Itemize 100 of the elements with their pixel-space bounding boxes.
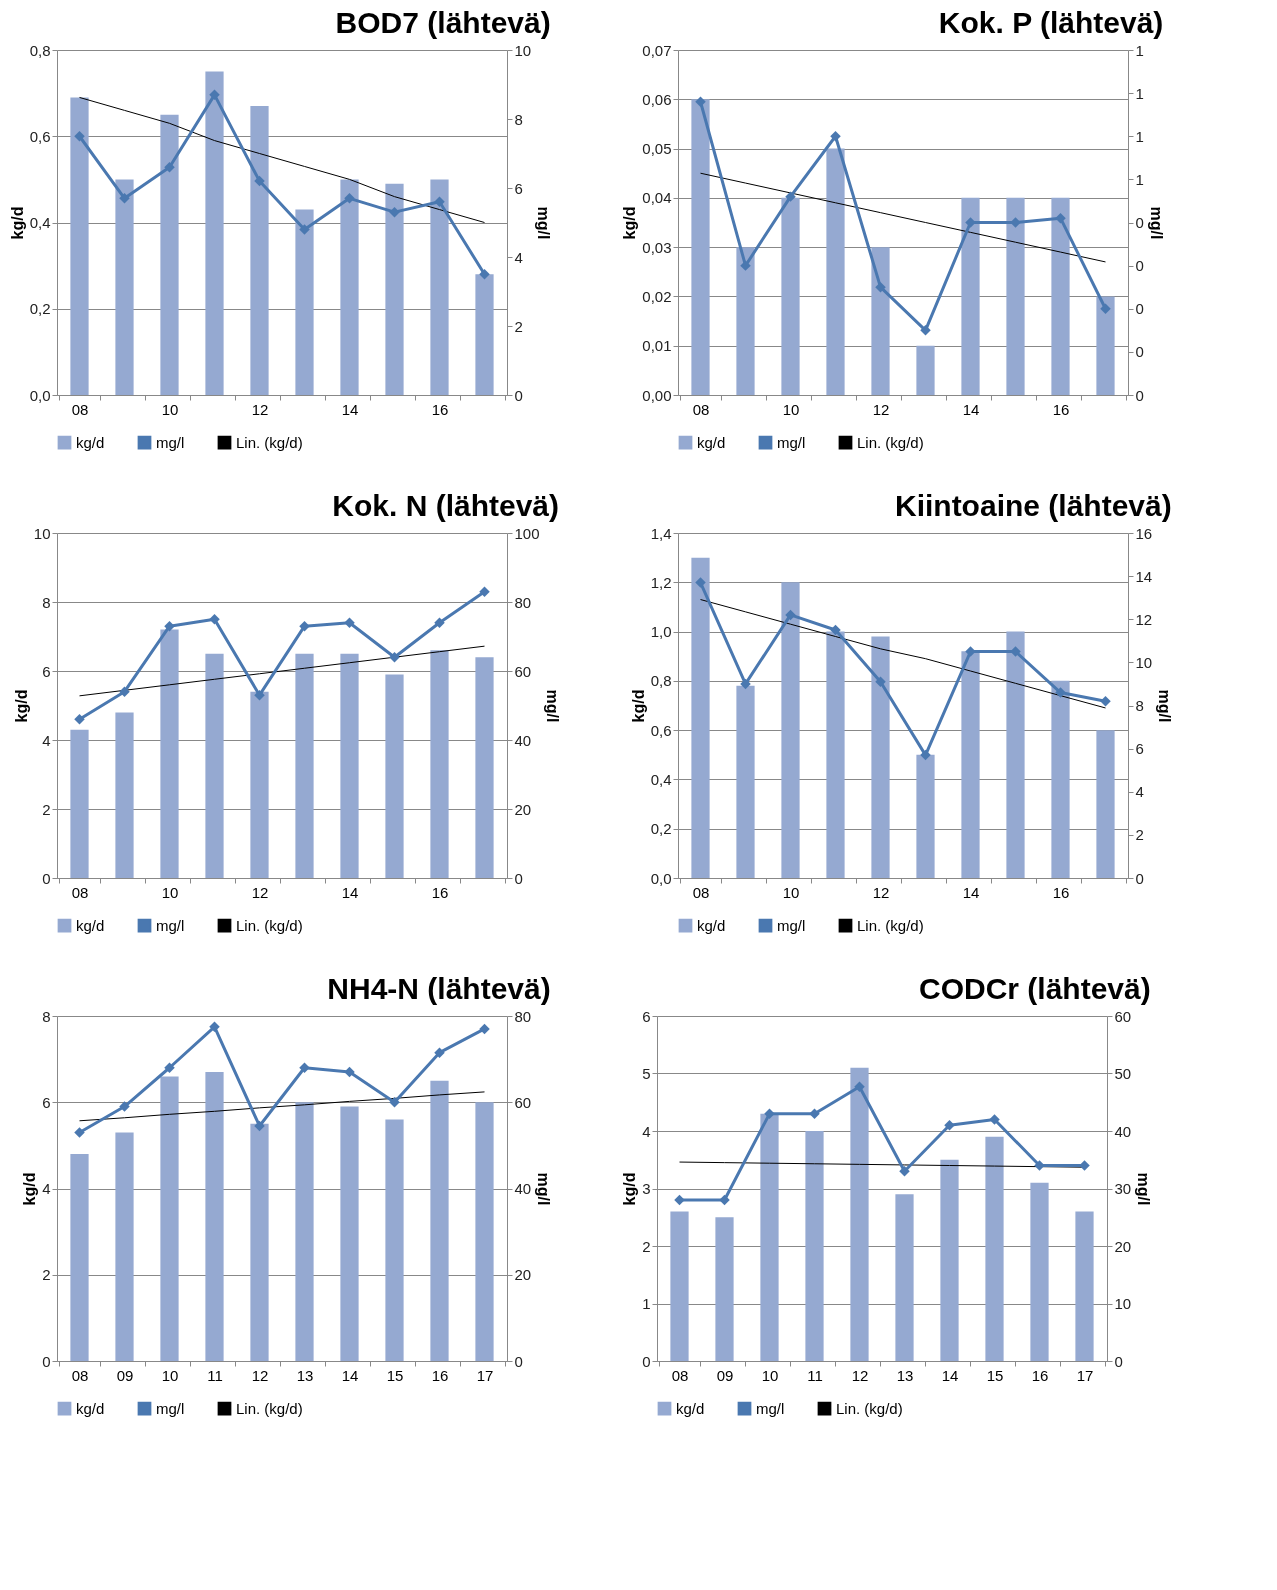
y-tick-label: 0,0 (650, 869, 672, 887)
x-tick-label: 11 (807, 1366, 823, 1384)
point (965, 646, 976, 657)
y-tick-label: 6 (642, 1007, 651, 1025)
point (875, 676, 886, 688)
point (74, 131, 85, 142)
y2-tick-label: 1 (1135, 41, 1144, 59)
y2-tick-label: 100 (514, 524, 540, 542)
y-axis-title: kg/d (629, 689, 647, 723)
bar (295, 653, 314, 878)
point (479, 269, 490, 280)
y2-tick-label: 6 (514, 179, 523, 197)
legend-label: mg/l (756, 1399, 785, 1417)
y2-tick-label: 4 (1135, 783, 1144, 801)
bar (160, 114, 179, 395)
bar (961, 197, 980, 395)
x-tick-label: 08 (71, 1366, 89, 1384)
point (389, 651, 400, 663)
point (920, 749, 931, 761)
x-tick-label: 10 (161, 883, 179, 901)
chart-title: Kok. P (lähtevä) (938, 6, 1164, 39)
y2-tick-label: 60 (514, 662, 532, 680)
point (299, 1062, 310, 1073)
point (740, 260, 751, 271)
y-tick-label: 0,03 (642, 238, 672, 256)
y-tick-label: 0,07 (642, 41, 672, 59)
point (740, 678, 751, 690)
y2-tick-label: 80 (514, 593, 532, 611)
point (830, 624, 841, 636)
point (299, 620, 310, 632)
point (434, 617, 445, 628)
point (344, 193, 355, 204)
y2-tick-label: 40 (514, 731, 532, 749)
legend-label: mg/l (777, 916, 806, 934)
y2-tick-label: 1 (1135, 127, 1144, 145)
x-tick-label: 15 (386, 1366, 404, 1384)
y-tick-label: 3 (642, 1180, 651, 1197)
point (209, 89, 220, 101)
bar (916, 754, 935, 878)
legend-label: kg/d (697, 916, 726, 934)
bar (1006, 631, 1025, 878)
point (920, 325, 931, 336)
y2-axis-title: mg/l (535, 1172, 553, 1206)
point (1100, 303, 1111, 314)
y-tick-label: 0 (42, 1352, 51, 1370)
point (164, 620, 175, 632)
y2-tick-label: 2 (1135, 826, 1144, 844)
point (479, 586, 490, 597)
bar (895, 1194, 914, 1361)
y-tick-label: 1 (642, 1295, 651, 1312)
y-tick-label: 2 (42, 1266, 51, 1284)
point (254, 175, 265, 187)
bar (430, 650, 449, 878)
point (989, 1114, 1000, 1125)
chart-title: NH4-N (lähtevä) (327, 972, 551, 1005)
y2-axis-title: mg/l (1147, 206, 1165, 240)
point (1055, 212, 1066, 224)
chart-title: Kiintoaine (lähtevä) (894, 489, 1172, 522)
bar (760, 1113, 779, 1361)
bar (715, 1217, 734, 1361)
bar (736, 685, 755, 878)
y2-tick-label: 0 (1135, 257, 1144, 275)
point (695, 96, 706, 107)
x-tick-label: 16 (431, 400, 449, 418)
x-tick-label: 08 (692, 400, 710, 418)
bar (1096, 730, 1115, 878)
point (899, 1166, 910, 1177)
y-tick-label: 4 (42, 731, 51, 749)
bar (430, 1080, 449, 1361)
y2-tick-label: 16 (1135, 524, 1153, 542)
y-tick-label: 1,4 (650, 524, 672, 542)
bar (691, 557, 710, 878)
y-tick-label: 0,4 (29, 214, 51, 231)
y-tick-label: 0 (42, 869, 51, 887)
x-tick-label: 14 (962, 400, 980, 418)
legend-label: mg/l (777, 433, 806, 451)
legend-label: Lin. (kg/d) (236, 433, 303, 451)
point (854, 1081, 865, 1092)
y-tick-label: 0,6 (650, 721, 672, 739)
point (389, 1097, 400, 1108)
point (785, 609, 796, 621)
y-tick-label: 0,6 (29, 127, 51, 145)
x-tick-label: 10 (782, 400, 800, 418)
x-tick-label: 08 (671, 1366, 689, 1384)
y-tick-label: 6 (42, 662, 51, 680)
bar (295, 209, 314, 395)
y-tick-label: 0,2 (650, 820, 672, 838)
bar (160, 629, 179, 878)
point (254, 1120, 265, 1132)
x-tick-label: 10 (161, 400, 179, 418)
point (119, 686, 130, 697)
bar (826, 631, 845, 878)
point (74, 1127, 85, 1138)
bar (250, 106, 269, 395)
bar (1006, 197, 1025, 395)
bar (115, 1132, 134, 1361)
legend-label: kg/d (76, 916, 105, 934)
bar (205, 653, 224, 878)
y-tick-label: 0,04 (642, 189, 672, 207)
y2-tick-label: 10 (514, 41, 532, 59)
